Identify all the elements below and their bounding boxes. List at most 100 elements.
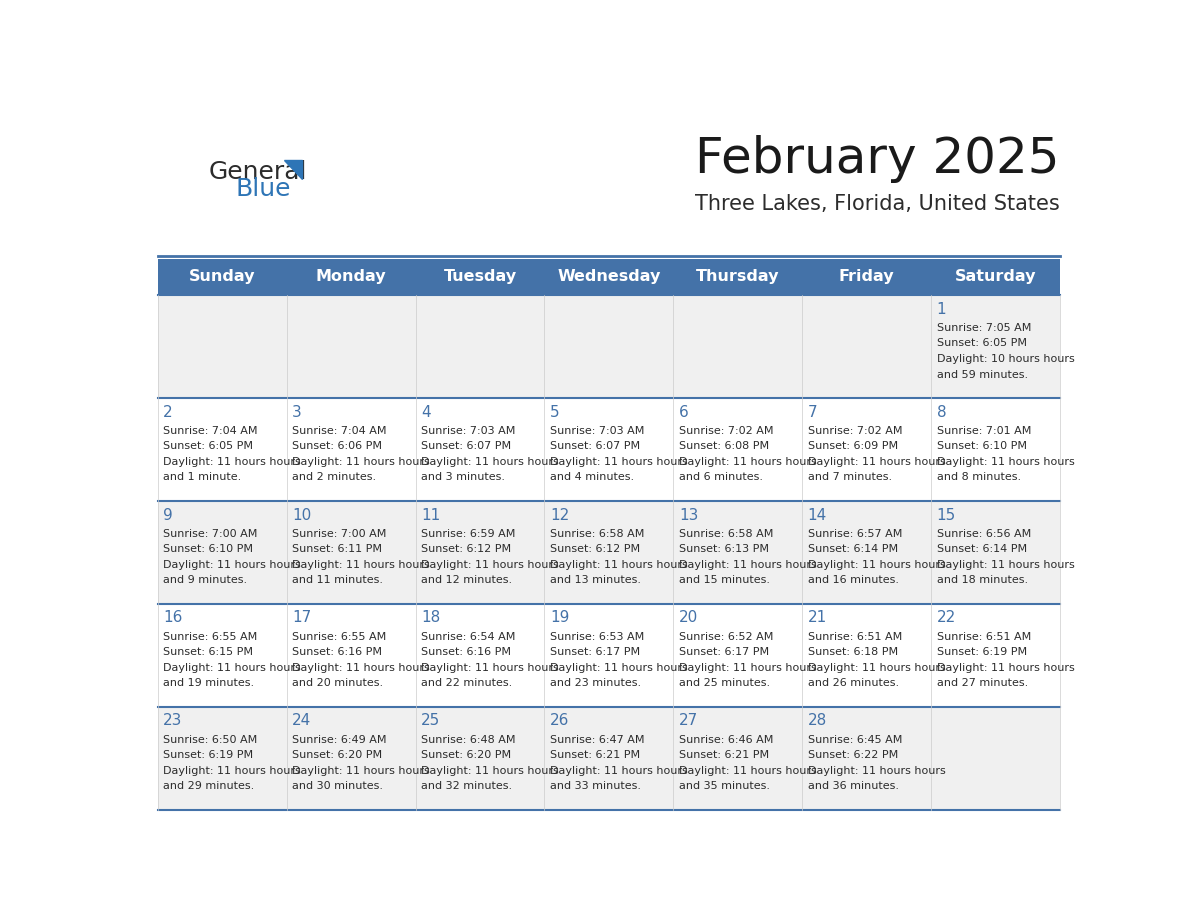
Text: Sunset: 6:12 PM: Sunset: 6:12 PM xyxy=(550,544,640,554)
Text: and 4 minutes.: and 4 minutes. xyxy=(550,473,634,483)
Text: Sunrise: 6:57 AM: Sunrise: 6:57 AM xyxy=(808,529,902,539)
Text: Sunrise: 7:04 AM: Sunrise: 7:04 AM xyxy=(292,426,386,436)
Text: Daylight: 11 hours hours: Daylight: 11 hours hours xyxy=(163,457,301,467)
Text: and 16 minutes.: and 16 minutes. xyxy=(808,576,898,586)
Text: Sunrise: 6:50 AM: Sunrise: 6:50 AM xyxy=(163,734,258,744)
Text: Sunrise: 7:02 AM: Sunrise: 7:02 AM xyxy=(808,426,902,436)
Text: Daylight: 11 hours hours: Daylight: 11 hours hours xyxy=(808,663,946,673)
Text: Daylight: 11 hours hours: Daylight: 11 hours hours xyxy=(292,766,430,776)
Text: 2: 2 xyxy=(163,405,173,420)
Text: and 8 minutes.: and 8 minutes. xyxy=(936,473,1020,483)
Text: 24: 24 xyxy=(292,713,311,728)
Polygon shape xyxy=(284,161,302,179)
Text: and 27 minutes.: and 27 minutes. xyxy=(936,678,1028,688)
Text: Sunset: 6:10 PM: Sunset: 6:10 PM xyxy=(163,544,253,554)
Text: Sunset: 6:16 PM: Sunset: 6:16 PM xyxy=(421,647,511,657)
Text: 6: 6 xyxy=(678,405,689,420)
Text: Sunset: 6:06 PM: Sunset: 6:06 PM xyxy=(292,442,383,452)
Text: and 29 minutes.: and 29 minutes. xyxy=(163,781,254,791)
Text: 10: 10 xyxy=(292,508,311,522)
Text: Sunset: 6:14 PM: Sunset: 6:14 PM xyxy=(808,544,898,554)
Text: Daylight: 11 hours hours: Daylight: 11 hours hours xyxy=(421,560,558,570)
FancyBboxPatch shape xyxy=(158,604,1060,707)
FancyBboxPatch shape xyxy=(158,296,1060,398)
Text: and 22 minutes.: and 22 minutes. xyxy=(421,678,512,688)
Text: Sunrise: 7:02 AM: Sunrise: 7:02 AM xyxy=(678,426,773,436)
Text: Sunrise: 6:58 AM: Sunrise: 6:58 AM xyxy=(550,529,644,539)
Text: 5: 5 xyxy=(550,405,560,420)
Text: Sunset: 6:09 PM: Sunset: 6:09 PM xyxy=(808,442,898,452)
Text: Sunrise: 6:54 AM: Sunrise: 6:54 AM xyxy=(421,632,516,642)
Text: Sunset: 6:15 PM: Sunset: 6:15 PM xyxy=(163,647,253,657)
Text: 16: 16 xyxy=(163,610,183,625)
Text: Sunrise: 6:48 AM: Sunrise: 6:48 AM xyxy=(421,734,516,744)
Text: Sunrise: 7:03 AM: Sunrise: 7:03 AM xyxy=(550,426,644,436)
Text: and 18 minutes.: and 18 minutes. xyxy=(936,576,1028,586)
FancyBboxPatch shape xyxy=(158,707,1060,810)
Text: Sunset: 6:22 PM: Sunset: 6:22 PM xyxy=(808,750,898,760)
Text: Blue: Blue xyxy=(235,177,291,201)
Text: Daylight: 10 hours hours: Daylight: 10 hours hours xyxy=(936,354,1074,364)
Text: Sunset: 6:05 PM: Sunset: 6:05 PM xyxy=(936,339,1026,349)
Text: Sunset: 6:12 PM: Sunset: 6:12 PM xyxy=(421,544,511,554)
Text: Sunset: 6:18 PM: Sunset: 6:18 PM xyxy=(808,647,898,657)
Text: Daylight: 11 hours hours: Daylight: 11 hours hours xyxy=(936,663,1074,673)
Text: 3: 3 xyxy=(292,405,302,420)
Text: and 19 minutes.: and 19 minutes. xyxy=(163,678,254,688)
Text: Three Lakes, Florida, United States: Three Lakes, Florida, United States xyxy=(695,194,1060,214)
Text: Sunrise: 6:53 AM: Sunrise: 6:53 AM xyxy=(550,632,644,642)
Text: and 6 minutes.: and 6 minutes. xyxy=(678,473,763,483)
Text: 4: 4 xyxy=(421,405,431,420)
Text: Sunset: 6:17 PM: Sunset: 6:17 PM xyxy=(550,647,640,657)
Text: February 2025: February 2025 xyxy=(695,135,1060,183)
Text: 11: 11 xyxy=(421,508,441,522)
Text: 1: 1 xyxy=(936,302,947,317)
Text: and 25 minutes.: and 25 minutes. xyxy=(678,678,770,688)
Text: and 13 minutes.: and 13 minutes. xyxy=(550,576,640,586)
Text: 15: 15 xyxy=(936,508,956,522)
Text: Daylight: 11 hours hours: Daylight: 11 hours hours xyxy=(678,663,816,673)
Text: Sunset: 6:19 PM: Sunset: 6:19 PM xyxy=(936,647,1026,657)
Text: Sunset: 6:21 PM: Sunset: 6:21 PM xyxy=(678,750,769,760)
Text: Sunset: 6:08 PM: Sunset: 6:08 PM xyxy=(678,442,769,452)
Text: General: General xyxy=(208,160,307,184)
Text: Sunset: 6:13 PM: Sunset: 6:13 PM xyxy=(678,544,769,554)
Text: Daylight: 11 hours hours: Daylight: 11 hours hours xyxy=(421,663,558,673)
Text: and 32 minutes.: and 32 minutes. xyxy=(421,781,512,791)
Text: Sunrise: 7:00 AM: Sunrise: 7:00 AM xyxy=(292,529,386,539)
Text: and 20 minutes.: and 20 minutes. xyxy=(292,678,384,688)
FancyBboxPatch shape xyxy=(158,398,1060,501)
Text: Daylight: 11 hours hours: Daylight: 11 hours hours xyxy=(421,457,558,467)
Text: Daylight: 11 hours hours: Daylight: 11 hours hours xyxy=(292,663,430,673)
Text: Daylight: 11 hours hours: Daylight: 11 hours hours xyxy=(678,457,816,467)
Text: 25: 25 xyxy=(421,713,441,728)
Text: Daylight: 11 hours hours: Daylight: 11 hours hours xyxy=(808,766,946,776)
Text: Sunset: 6:20 PM: Sunset: 6:20 PM xyxy=(292,750,383,760)
Text: Sunset: 6:10 PM: Sunset: 6:10 PM xyxy=(936,442,1026,452)
Text: and 33 minutes.: and 33 minutes. xyxy=(550,781,640,791)
Text: Sunrise: 7:04 AM: Sunrise: 7:04 AM xyxy=(163,426,258,436)
Text: Daylight: 11 hours hours: Daylight: 11 hours hours xyxy=(550,457,688,467)
Text: and 36 minutes.: and 36 minutes. xyxy=(808,781,898,791)
Text: and 11 minutes.: and 11 minutes. xyxy=(292,576,383,586)
Text: 7: 7 xyxy=(808,405,817,420)
Text: Daylight: 11 hours hours: Daylight: 11 hours hours xyxy=(163,560,301,570)
Text: Sunrise: 6:56 AM: Sunrise: 6:56 AM xyxy=(936,529,1031,539)
Text: Tuesday: Tuesday xyxy=(443,270,517,285)
Text: Sunrise: 6:47 AM: Sunrise: 6:47 AM xyxy=(550,734,644,744)
Text: Daylight: 11 hours hours: Daylight: 11 hours hours xyxy=(550,766,688,776)
Text: Daylight: 11 hours hours: Daylight: 11 hours hours xyxy=(678,766,816,776)
Text: and 59 minutes.: and 59 minutes. xyxy=(936,370,1028,379)
Text: and 2 minutes.: and 2 minutes. xyxy=(292,473,377,483)
Text: Sunset: 6:17 PM: Sunset: 6:17 PM xyxy=(678,647,769,657)
Text: Daylight: 11 hours hours: Daylight: 11 hours hours xyxy=(550,560,688,570)
Text: Daylight: 11 hours hours: Daylight: 11 hours hours xyxy=(292,457,430,467)
Text: 22: 22 xyxy=(936,610,956,625)
Text: 28: 28 xyxy=(808,713,827,728)
Text: Sunset: 6:19 PM: Sunset: 6:19 PM xyxy=(163,750,253,760)
Text: 14: 14 xyxy=(808,508,827,522)
Text: and 35 minutes.: and 35 minutes. xyxy=(678,781,770,791)
Text: 8: 8 xyxy=(936,405,947,420)
FancyBboxPatch shape xyxy=(158,259,1060,296)
Text: and 30 minutes.: and 30 minutes. xyxy=(292,781,383,791)
